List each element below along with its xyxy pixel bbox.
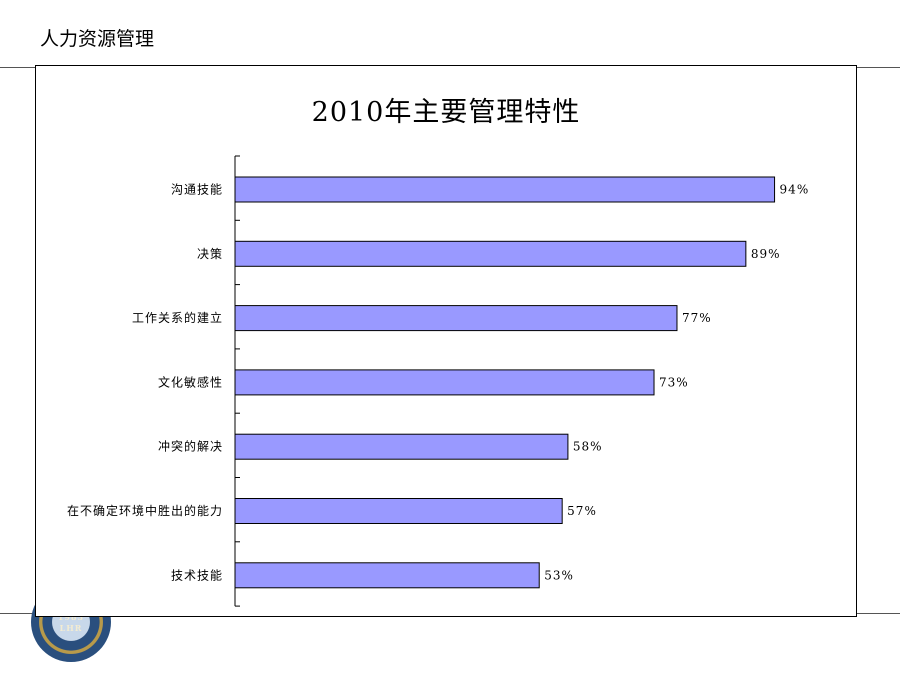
chart-frame: 2010年主要管理特性 沟通技能 94% 决策 89% 工作关系的建立 77% 文化敏感性 7… xyxy=(35,65,857,617)
value-label: 77% xyxy=(682,311,712,325)
value-label: 89% xyxy=(751,247,781,261)
bar xyxy=(234,433,569,460)
category-label: 决策 xyxy=(197,247,223,261)
category-label: 文化敏感性 xyxy=(158,374,223,389)
value-label: 57% xyxy=(567,504,597,518)
bar xyxy=(234,562,540,589)
value-label: 94% xyxy=(780,183,810,197)
category-label: 沟通技能 xyxy=(171,183,223,197)
category-label: 工作关系的建立 xyxy=(132,310,223,325)
bar xyxy=(234,369,655,396)
logo-initials: LHR xyxy=(59,623,83,633)
chart-title: 2010年主要管理特性 xyxy=(311,97,581,128)
bar xyxy=(234,305,678,332)
category-label: 在不确定环境中胜出的能力 xyxy=(67,503,223,518)
bar xyxy=(234,176,776,203)
page-header-title: 人力资源管理 xyxy=(40,28,155,50)
logo-year: 1983 xyxy=(57,612,85,622)
category-label: 技术技能 xyxy=(171,568,223,582)
value-label: 53% xyxy=(544,568,574,582)
value-label: 58% xyxy=(573,440,603,454)
category-label: 冲突的解决 xyxy=(158,439,223,454)
bar xyxy=(234,240,747,267)
bar xyxy=(234,498,563,524)
value-label: 73% xyxy=(659,375,689,389)
bar-chart: 沟通技能 94% 决策 89% 工作关系的建立 77% 文化敏感性 73% 冲突的解决 58% 在不… xyxy=(67,155,810,607)
